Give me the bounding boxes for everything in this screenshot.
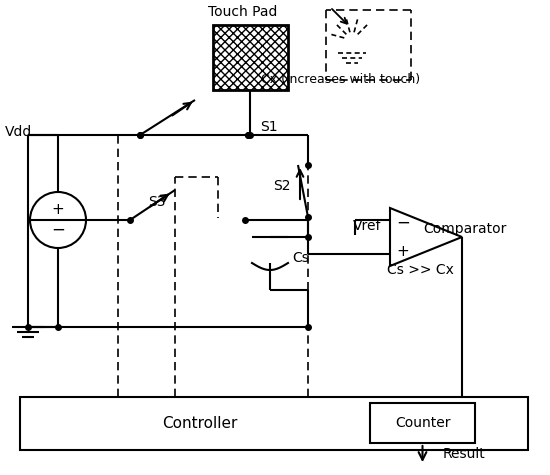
Text: Controller: Controller — [162, 416, 238, 431]
Text: −: − — [396, 214, 410, 232]
Text: +: + — [397, 244, 409, 258]
Text: +: + — [52, 202, 64, 218]
Text: Cx (increases with touch): Cx (increases with touch) — [261, 74, 420, 86]
Text: S2: S2 — [273, 179, 290, 193]
Text: Counter: Counter — [395, 416, 450, 430]
Text: S1: S1 — [260, 120, 278, 134]
Text: Cs >> Cx: Cs >> Cx — [387, 263, 453, 277]
Text: S3: S3 — [148, 195, 166, 209]
Text: Vdd: Vdd — [5, 125, 32, 139]
Text: Result: Result — [443, 447, 485, 461]
Text: Touch Pad: Touch Pad — [208, 5, 277, 19]
Text: Cs: Cs — [292, 251, 309, 265]
Bar — [370, 403, 475, 443]
Text: −: − — [51, 221, 65, 239]
Bar — [213, 25, 288, 90]
Text: Comparator: Comparator — [424, 222, 507, 236]
Bar — [20, 397, 528, 450]
Text: Vref: Vref — [353, 219, 382, 233]
